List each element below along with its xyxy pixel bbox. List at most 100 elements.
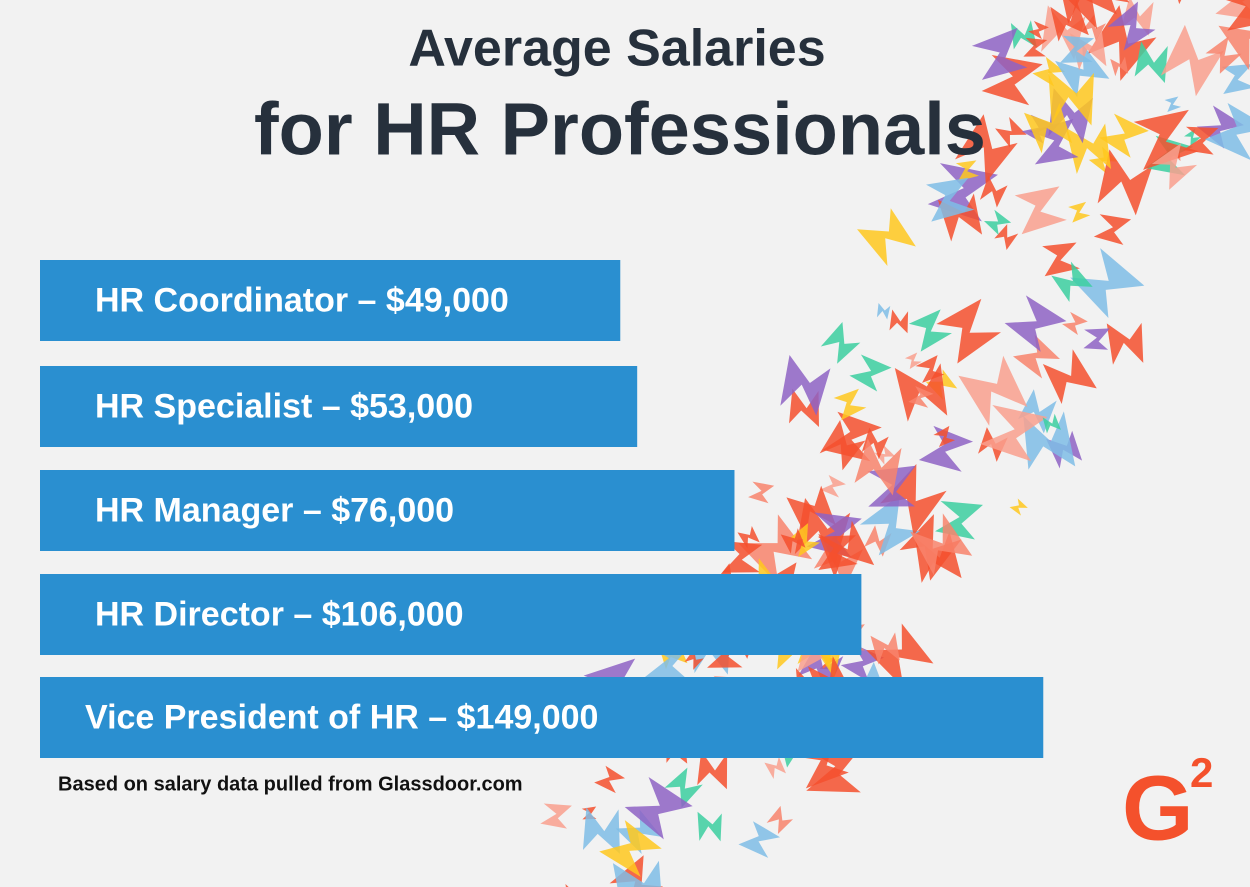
chevron (697, 811, 722, 842)
chevron (1107, 1, 1156, 51)
chevron (1134, 41, 1168, 83)
chevron (582, 807, 620, 854)
chevron (780, 528, 806, 554)
chevron (789, 388, 819, 428)
chevron (854, 438, 902, 496)
chevron (926, 177, 975, 222)
chevron (1042, 349, 1097, 404)
chevron (540, 803, 572, 829)
bars: HR Coordinator – $49,000 HR Specialist – … (40, 260, 1044, 758)
category-label: HR Director – (95, 595, 312, 633)
chevron (1215, 0, 1250, 21)
chevron (971, 27, 1028, 80)
bar (40, 574, 862, 655)
bar (40, 470, 735, 551)
chevron (918, 425, 974, 472)
value-label: $76,000 (331, 491, 454, 529)
chevron (822, 411, 882, 462)
chevron (806, 512, 862, 558)
chevron (766, 805, 793, 835)
chevron (1014, 186, 1067, 235)
chevron (880, 463, 947, 536)
chevron (1221, 63, 1250, 95)
bar-label: HR Director – $106,000 (95, 595, 464, 633)
chevron (624, 777, 693, 840)
chevron (1065, 123, 1112, 175)
chevron (1164, 96, 1182, 113)
chevron (748, 481, 775, 504)
chevron (1082, 14, 1106, 42)
source-note: Based on salary data pulled from Glassdo… (58, 773, 523, 795)
chevron (1068, 201, 1091, 223)
chevron (1160, 24, 1225, 97)
chevron (876, 303, 891, 320)
chevron (817, 535, 858, 570)
chevron (1099, 113, 1149, 158)
chevron (793, 734, 849, 789)
chevron (1059, 35, 1095, 63)
chevron (1184, 128, 1202, 147)
chevron (857, 208, 916, 266)
chevron (1042, 242, 1080, 277)
chevron (979, 175, 1008, 208)
chevron (910, 513, 973, 576)
chevron (684, 649, 704, 670)
category-label: Vice President of HR – (85, 698, 447, 736)
chevron (1205, 36, 1242, 74)
bar-label: HR Coordinator – $49,000 (95, 281, 509, 319)
chevron (738, 514, 813, 586)
chevron (980, 405, 1048, 462)
chevron (780, 355, 831, 416)
value-label: $49,000 (386, 281, 509, 319)
chevron (1004, 295, 1067, 352)
bar (40, 260, 621, 341)
chevron (933, 425, 956, 448)
chevron (849, 354, 892, 392)
category-label: HR Specialist – (95, 387, 341, 425)
chart-subtitle: for HR Professionals (254, 88, 986, 171)
chevron (612, 860, 663, 887)
chevron (870, 632, 900, 665)
chevron (859, 494, 920, 556)
chevron (1151, 143, 1198, 190)
chevron (955, 114, 1018, 183)
chevron (874, 445, 896, 465)
chevron (1055, 43, 1110, 98)
chevron (958, 355, 1028, 426)
chart-title: Average Salaries (408, 20, 825, 78)
chevron (1042, 413, 1061, 434)
chevron (908, 309, 952, 352)
chevron (1204, 103, 1250, 161)
chevron (1121, 0, 1154, 36)
chevron (981, 54, 1043, 106)
chevron (983, 209, 1012, 236)
chevron (737, 525, 760, 549)
chevron (995, 116, 1027, 148)
chevron (994, 224, 1019, 251)
chevron (1051, 261, 1093, 303)
bar-label: HR Specialist – $53,000 (95, 387, 473, 425)
chevron (664, 767, 703, 808)
bar-label: Vice President of HR – $149,000 (85, 698, 598, 736)
chevron (1062, 311, 1088, 336)
chevron (764, 756, 787, 779)
chevron (787, 523, 821, 557)
chevron (1110, 56, 1129, 77)
bar (40, 366, 638, 447)
chevron (904, 352, 922, 369)
category-label: HR Manager – (95, 491, 322, 529)
chevron (833, 388, 867, 421)
chevron (1050, 0, 1089, 42)
bar-label: HR Manager – $76,000 (95, 491, 454, 529)
chevron (1048, 69, 1094, 126)
chevron (1056, 0, 1117, 24)
chevron (599, 820, 662, 877)
chevron (1220, 0, 1250, 31)
chevron (697, 750, 728, 790)
chevron (1086, 5, 1157, 81)
chevron (866, 623, 934, 689)
chevron (722, 541, 763, 573)
logo-main: G (1122, 757, 1194, 859)
chevron (861, 427, 889, 460)
chevron (594, 765, 626, 794)
